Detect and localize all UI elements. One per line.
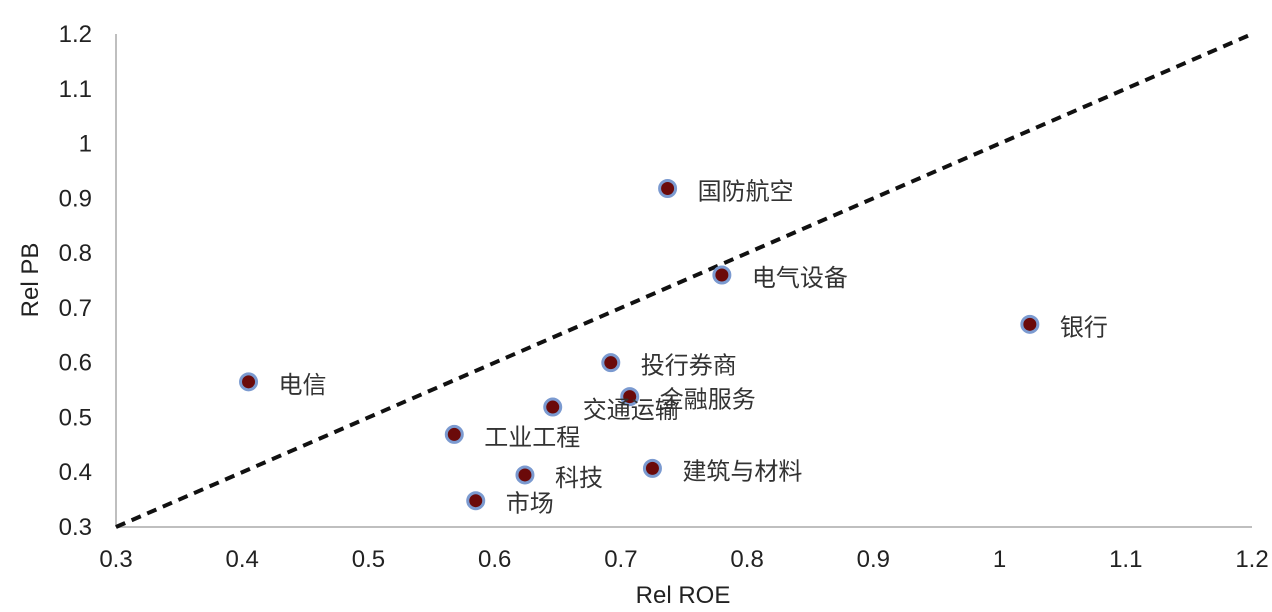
data-point-marker — [620, 387, 640, 407]
y-tick-label: 1.1 — [59, 76, 92, 103]
data-point-label: 电气设备 — [752, 264, 848, 292]
y-tick-label: 0.5 — [59, 404, 92, 431]
data-point-label: 工业工程 — [484, 423, 580, 451]
x-tick-label: 0.3 — [99, 546, 132, 573]
data-point-label: 金融服务 — [660, 386, 756, 414]
data-point-marker — [1020, 314, 1040, 334]
data-point-label: 电信 — [279, 371, 327, 399]
x-axis-title: Rel ROE — [636, 582, 731, 609]
axes — [115, 34, 1252, 528]
x-tick-label: 0.9 — [857, 546, 890, 573]
data-point-label: 建筑与材料 — [682, 457, 802, 485]
y-tick-label: 0.3 — [59, 514, 92, 541]
data-point-label: 国防航空 — [698, 177, 794, 205]
y-tick-label: 0.7 — [59, 295, 92, 322]
y-tick-labels: 0.3 0.4 0.5 0.6 0.7 0.8 0.9 1 1.1 1.2 — [59, 21, 92, 541]
y-axis-title: Rel PB — [17, 243, 44, 318]
x-tick-label: 1.1 — [1109, 546, 1142, 573]
data-point-marker — [601, 353, 621, 373]
x-tick-labels: 0.3 0.4 0.5 0.6 0.7 0.8 0.9 1 1.1 1.2 — [99, 546, 1268, 573]
data-point-label: 银行 — [1060, 313, 1108, 341]
data-point-marker — [712, 265, 732, 285]
y-tick-label: 0.9 — [59, 185, 92, 212]
x-tick-label: 0.6 — [478, 546, 511, 573]
y-tick-label: 0.4 — [59, 459, 92, 486]
data-point-marker — [543, 397, 563, 417]
data-point-label: 投行券商 — [641, 352, 737, 380]
data-point-label: 交通运输 — [583, 396, 679, 424]
y-tick-label: 0.6 — [59, 350, 92, 377]
x-tick-label: 0.8 — [730, 546, 763, 573]
y-tick-label: 1 — [79, 131, 92, 158]
data-point-marker — [466, 491, 486, 511]
reference-diagonal-line — [115, 32, 1253, 529]
data-point-marker — [444, 424, 464, 444]
data-point-label: 科技 — [555, 464, 603, 492]
y-tick-label: 0.8 — [59, 240, 92, 267]
x-tick-label: 0.4 — [226, 546, 259, 573]
x-tick-label: 1.2 — [1235, 546, 1268, 573]
data-point-marker — [239, 372, 259, 392]
data-point-label: 市场 — [506, 490, 554, 518]
data-point-marker — [642, 458, 662, 478]
x-tick-label: 0.7 — [604, 546, 637, 573]
x-tick-label: 0.5 — [352, 546, 385, 573]
x-tick-label: 1 — [993, 546, 1006, 573]
data-point-marker — [515, 465, 535, 485]
y-tick-label: 1.2 — [59, 21, 92, 48]
data-point-marker — [658, 178, 678, 198]
